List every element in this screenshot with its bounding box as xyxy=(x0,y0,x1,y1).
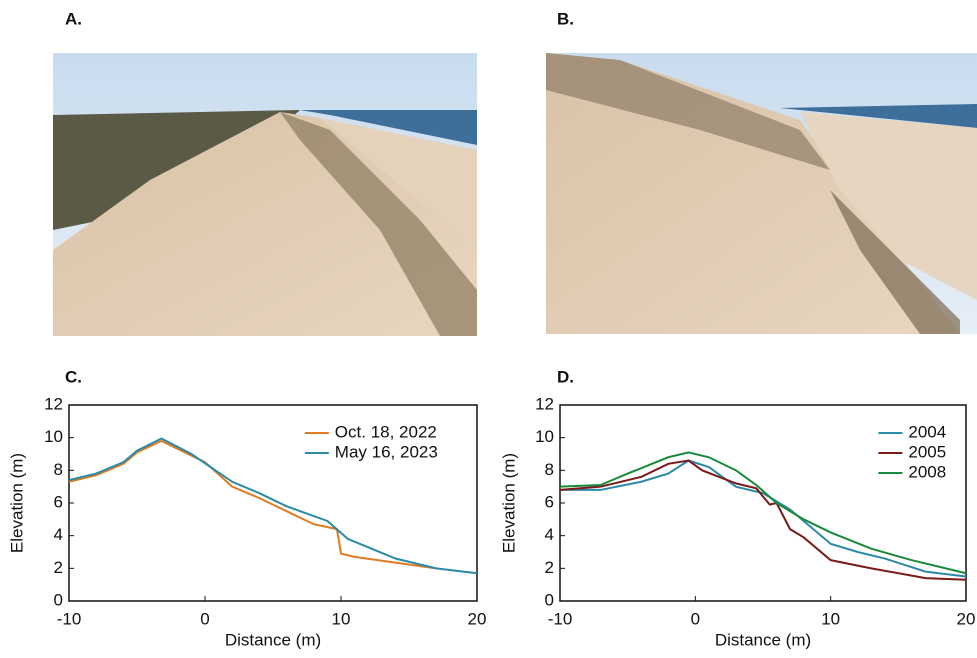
legend-label: Oct. 18, 2022 xyxy=(335,422,437,441)
x-tick-label: -10 xyxy=(57,609,82,628)
y-axis-label: Elevation (m) xyxy=(7,453,26,553)
y-tick-label: 0 xyxy=(545,590,554,609)
legend-label: May 16, 2023 xyxy=(335,442,438,461)
series-line xyxy=(559,459,967,581)
panel-label: D. xyxy=(557,367,574,386)
y-tick-label: 4 xyxy=(545,525,554,544)
x-tick-label: 20 xyxy=(468,609,487,628)
legend-label: 2008 xyxy=(908,462,946,481)
legend-label: 2004 xyxy=(908,422,946,441)
y-tick-label: 10 xyxy=(44,427,63,446)
x-tick-label: 20 xyxy=(957,609,976,628)
x-tick-label: 10 xyxy=(332,609,351,628)
y-tick-label: 10 xyxy=(535,427,554,446)
y-tick-label: 12 xyxy=(535,394,554,413)
y-tick-label: 2 xyxy=(54,558,63,577)
x-axis-label: Distance (m) xyxy=(715,630,811,649)
series-line xyxy=(68,437,478,575)
plot-frame xyxy=(559,404,967,602)
x-tick-label: 10 xyxy=(821,609,840,628)
panel-label: A. xyxy=(65,9,82,28)
photo-b xyxy=(546,53,977,334)
y-tick-label: 0 xyxy=(54,590,63,609)
y-tick-label: 6 xyxy=(545,492,554,511)
series-line xyxy=(559,451,967,575)
x-tick-label: -10 xyxy=(548,609,573,628)
legend-label: 2005 xyxy=(908,442,946,461)
photo-a xyxy=(53,53,477,336)
panel-label: C. xyxy=(65,367,82,386)
series-line xyxy=(560,459,967,578)
panel-label: B. xyxy=(557,9,574,28)
y-tick-label: 6 xyxy=(54,492,63,511)
y-tick-label: 4 xyxy=(54,525,63,544)
x-tick-label: 0 xyxy=(691,609,700,628)
y-axis-label: Elevation (m) xyxy=(499,453,518,553)
x-axis-label: Distance (m) xyxy=(225,630,321,649)
x-tick-label: 0 xyxy=(200,609,209,628)
y-tick-label: 12 xyxy=(44,394,63,413)
y-tick-label: 8 xyxy=(545,460,554,479)
y-tick-label: 8 xyxy=(54,460,63,479)
y-tick-label: 2 xyxy=(545,558,554,577)
series-line xyxy=(68,439,437,570)
